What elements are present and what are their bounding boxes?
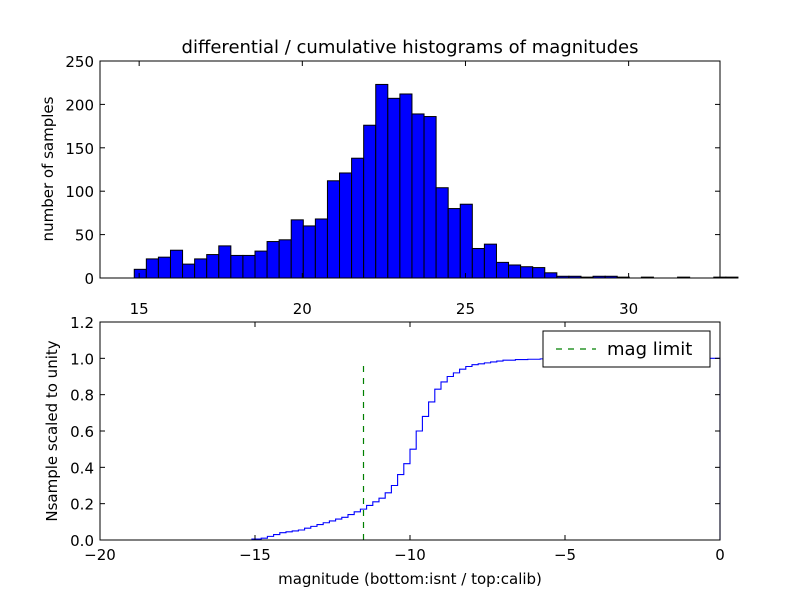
histogram-bar <box>508 264 522 279</box>
histogram-bar <box>483 243 497 279</box>
cumulative-series <box>100 357 721 541</box>
y-tick-label: 0 <box>84 270 94 288</box>
cumulative-x-ticks: −20 −15 −10 −5 0 <box>84 322 725 564</box>
histogram-bar <box>290 219 304 279</box>
histogram-bar <box>459 203 473 279</box>
histogram-bar <box>145 258 159 279</box>
histogram-bar <box>206 254 220 279</box>
x-tick-label: −15 <box>239 546 271 564</box>
histogram-panel: differential / cumulative histograms of … <box>39 37 739 318</box>
histogram-axes-frame <box>99 60 721 279</box>
histogram-bar <box>230 254 244 279</box>
y-tick-label: 0.8 <box>70 387 94 405</box>
legend-label: mag limit <box>607 339 692 360</box>
y-tick-label: 200 <box>65 96 94 114</box>
y-tick-label: 100 <box>65 183 94 201</box>
histogram-bar <box>387 97 401 279</box>
histogram-bar <box>363 124 377 279</box>
histogram-x-ticks: 15 20 25 30 <box>130 61 638 318</box>
histogram-bar <box>242 254 256 279</box>
histogram-bar <box>339 172 353 279</box>
histogram-bar <box>169 249 184 279</box>
histogram-bar <box>435 187 449 279</box>
histogram-bar <box>157 256 171 279</box>
histogram-bars <box>133 83 739 279</box>
x-tick-label: 15 <box>130 300 149 318</box>
histogram-bar <box>447 208 461 279</box>
histogram-bar <box>266 241 280 279</box>
histogram-bar <box>254 250 268 279</box>
y-tick-label: 0.4 <box>70 459 94 477</box>
histogram-bar <box>375 83 389 279</box>
cumulative-panel: 0.0 0.2 0.4 0.6 0.8 1.0 1.2 −20 −15 −10 −5 0 Nsamp… <box>43 314 725 588</box>
histogram-bar <box>520 266 534 279</box>
y-tick-label: 250 <box>65 53 94 71</box>
histogram-bar <box>133 268 147 279</box>
histogram-bar <box>544 272 558 279</box>
x-tick-label: −5 <box>554 546 576 564</box>
histogram-bar <box>423 116 437 279</box>
histogram-bar <box>302 225 316 279</box>
x-tick-label: 20 <box>293 300 312 318</box>
histogram-bar <box>532 267 546 279</box>
histogram-bar <box>399 93 413 279</box>
histogram-bar <box>278 239 292 279</box>
y-tick-label: 1.0 <box>70 350 94 368</box>
cumulative-x-label: magnitude (bottom:isnt / top:calib) <box>278 570 542 588</box>
histogram-bar <box>471 247 485 279</box>
cumulative-step-line <box>100 357 721 541</box>
histogram-bar <box>326 180 341 279</box>
histogram-bar <box>351 157 365 279</box>
histogram-bar <box>194 258 208 279</box>
histogram-title: differential / cumulative histograms of … <box>182 37 639 58</box>
y-tick-label: 150 <box>65 140 94 158</box>
y-tick-label: 0.6 <box>70 423 94 441</box>
histogram-bar <box>314 218 328 279</box>
x-tick-label: 30 <box>619 300 638 318</box>
y-tick-label: 50 <box>75 227 94 245</box>
histogram-bar <box>495 261 510 279</box>
y-tick-label: 0.0 <box>70 532 94 550</box>
histogram-bar <box>725 276 739 279</box>
x-tick-label: 0 <box>715 546 725 564</box>
y-tick-label: 1.2 <box>70 314 94 332</box>
histogram-bar <box>218 245 232 279</box>
legend: mag limit <box>542 330 711 368</box>
x-tick-label: −20 <box>84 546 116 564</box>
cumulative-y-ticks: 0.0 0.2 0.4 0.6 0.8 1.0 1.2 <box>70 314 720 550</box>
histogram-bar <box>182 263 196 279</box>
x-tick-label: −10 <box>394 546 426 564</box>
cumulative-y-label: Nsample scaled to unity <box>43 340 61 521</box>
histogram-y-label: number of samples <box>39 96 57 241</box>
histogram-y-ticks: 0 50 100 150 200 250 <box>65 53 720 288</box>
x-tick-label: 25 <box>456 300 475 318</box>
y-tick-label: 0.2 <box>70 496 94 514</box>
histogram-bar <box>411 113 425 279</box>
